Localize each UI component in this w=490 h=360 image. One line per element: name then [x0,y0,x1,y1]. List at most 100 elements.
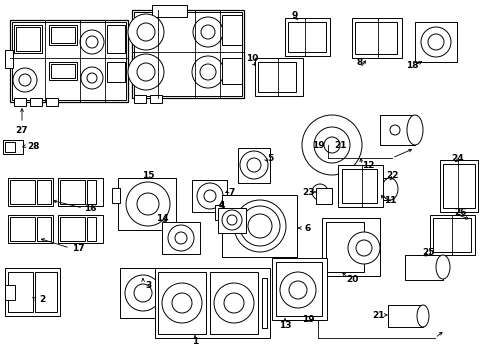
Ellipse shape [417,305,429,327]
Bar [37,217,51,241]
Bar [5,50,13,68]
Bar [215,205,223,220]
Circle shape [222,210,242,230]
Text: 20: 20 [346,275,358,284]
Circle shape [168,225,194,251]
Circle shape [128,54,164,90]
Bar [258,62,296,92]
Bar [37,180,51,204]
Bar [430,215,475,255]
Circle shape [421,27,451,57]
Bar [338,165,383,207]
Circle shape [240,206,280,246]
Bar [35,272,57,312]
Bar [30,98,42,106]
Bar [51,64,75,78]
Bar [14,25,42,53]
Text: 9: 9 [292,10,298,19]
Circle shape [312,184,328,200]
Bar [3,140,23,154]
Bar [49,62,77,80]
Circle shape [224,293,244,313]
Bar [288,22,326,52]
Text: 13: 13 [279,320,291,329]
Text: 12: 12 [362,161,374,170]
Circle shape [247,158,261,172]
Bar [222,195,297,257]
Circle shape [302,115,362,175]
Bar [405,255,443,280]
Bar [51,27,75,43]
Bar [255,58,303,96]
Circle shape [200,64,216,80]
Bar [222,58,242,84]
Text: 8: 8 [357,58,363,67]
Circle shape [240,151,268,179]
Text: 27: 27 [16,126,28,135]
Text: 17: 17 [72,243,84,252]
Bar [348,178,390,200]
Bar [5,285,15,300]
Bar [322,218,380,276]
Bar [10,217,35,241]
Bar [440,160,478,212]
Ellipse shape [436,255,450,279]
Circle shape [137,63,155,81]
Bar [58,215,103,243]
Bar [134,12,242,96]
Text: 1: 1 [192,338,198,346]
Text: 18: 18 [406,60,418,69]
Text: 24: 24 [452,153,465,162]
Circle shape [126,182,170,226]
Circle shape [234,200,286,252]
Bar [222,15,242,45]
Text: 25: 25 [422,248,434,257]
Circle shape [13,68,37,92]
Bar [5,268,60,316]
Text: 10: 10 [246,54,258,63]
Bar [118,178,176,230]
Bar [380,115,415,145]
Bar [155,268,270,338]
Circle shape [428,34,444,50]
Text: 19: 19 [312,140,324,149]
Circle shape [280,272,316,308]
Bar [14,98,26,106]
Bar [443,164,475,208]
Circle shape [86,36,98,48]
Circle shape [137,23,155,41]
Bar [272,258,327,320]
Bar [262,278,267,328]
Circle shape [289,281,307,299]
Text: 26: 26 [454,207,466,216]
Bar [120,268,165,318]
Text: 3: 3 [145,280,151,289]
Circle shape [314,127,350,163]
Text: 4: 4 [219,201,225,210]
Circle shape [348,232,380,264]
Text: 28: 28 [27,141,39,150]
Bar [158,272,206,334]
Bar [150,95,162,103]
Bar [60,217,85,241]
Circle shape [172,293,192,313]
Bar [12,22,126,100]
Bar [433,218,471,252]
Bar [107,62,125,82]
Circle shape [134,284,152,302]
Text: 15: 15 [142,171,154,180]
Circle shape [324,137,340,153]
Bar [192,180,227,212]
Bar [132,10,244,98]
Ellipse shape [407,115,423,145]
Text: 6: 6 [305,224,311,233]
Text: 21: 21 [372,310,384,320]
Text: 7: 7 [229,188,235,197]
Bar [10,20,128,102]
Bar [58,178,103,206]
Bar [5,142,15,152]
Bar [210,272,258,334]
Circle shape [356,240,372,256]
Bar [326,222,364,272]
Circle shape [125,275,161,311]
